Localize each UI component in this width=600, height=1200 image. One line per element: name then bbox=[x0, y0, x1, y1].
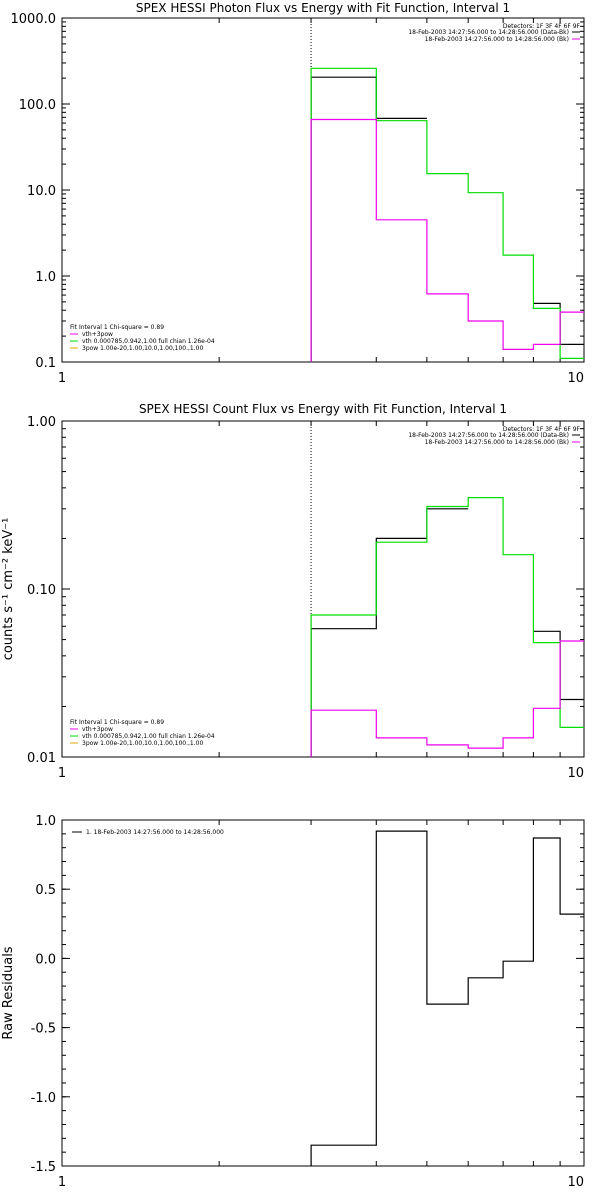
fit-legend-header: Fit Interval 1 Chi-square = 0.89 bbox=[70, 719, 164, 726]
x-tick-label: 1 bbox=[58, 371, 66, 386]
y-tick-label: 1.0 bbox=[35, 814, 56, 829]
x-tick-label: 1 bbox=[58, 766, 66, 781]
legend-header: Detectors: 1F 3F 4F 6F 9F bbox=[503, 23, 581, 30]
y-tick-label: 0.5 bbox=[35, 883, 56, 898]
residuals-chart: -1.5 -1.0 -0.5 0.0 0.5 1.0 1 10 Raw Residuals 1. … bbox=[1, 814, 585, 1190]
fit-legend-item: vth 0.000785,0.942,1.00 full chian 1.26e… bbox=[82, 733, 215, 740]
x-tick-label: 1 bbox=[58, 1175, 66, 1190]
y-axis-label: Raw Residuals bbox=[1, 946, 16, 1039]
y-tick-label: 1.00 bbox=[27, 415, 56, 430]
plot-frame bbox=[61, 17, 585, 363]
series-line-0 bbox=[310, 830, 584, 1166]
x-tick-label: 10 bbox=[567, 1175, 584, 1190]
count-flux-chart: SPEX HESSI Count Flux vs Energy with Fit… bbox=[1, 402, 585, 781]
y-tick-label: 0.10 bbox=[27, 583, 56, 598]
y-tick-label: 10.0 bbox=[27, 184, 56, 199]
y-tick-label: 1000.0 bbox=[11, 12, 57, 27]
y-tick-label: 0.0 bbox=[35, 952, 56, 967]
photon-flux-chart: SPEX HESSI Photon Flux vs Energy with Fi… bbox=[11, 1, 585, 386]
legend-item: 18-Feb-2003 14:27:56.000 to 14:28:56.000… bbox=[425, 439, 569, 446]
fit-legend-header: Fit Interval 1 Chi-square = 0.89 bbox=[70, 324, 164, 331]
series-line-1 bbox=[310, 497, 584, 757]
fit-legend-item: vth+3pow bbox=[82, 726, 113, 733]
fit-legend-item: 3pow 1.00e-20,1.00,10.0,1.00,100.,1.00 bbox=[82, 740, 203, 747]
fit-legend-item: vth+3pow bbox=[82, 331, 113, 338]
y-tick-label: -1.0 bbox=[31, 1091, 56, 1106]
plot-frame bbox=[61, 819, 585, 1167]
chart-title: SPEX HESSI Photon Flux vs Energy with Fi… bbox=[136, 1, 510, 15]
y-tick-label: 0.01 bbox=[27, 751, 56, 766]
y-tick-label: -1.5 bbox=[31, 1160, 56, 1175]
legend-item: 18-Feb-2003 14:27:56.000 to 14:28:56.000… bbox=[408, 29, 569, 36]
plot-frame bbox=[61, 420, 585, 758]
legend-item: 18-Feb-2003 14:27:56.000 to 14:28:56.000… bbox=[408, 432, 569, 439]
y-tick-label: 1.0 bbox=[35, 270, 56, 285]
legend-header: Detectors: 1F 3F 4F 6F 9F bbox=[503, 426, 581, 433]
y-tick-label: 100.0 bbox=[19, 98, 56, 113]
y-axis-label: counts s⁻¹ cm⁻² keV⁻¹ bbox=[1, 518, 16, 661]
series-line-0 bbox=[310, 508, 584, 757]
x-tick-label: 10 bbox=[567, 371, 584, 386]
x-tick-label: 10 bbox=[567, 766, 584, 781]
legend-item: 18-Feb-2003 14:27:56.000 to 14:28:56.000… bbox=[425, 36, 569, 43]
y-tick-label: -0.5 bbox=[31, 1022, 56, 1037]
y-tick-label: 0.1 bbox=[35, 356, 56, 371]
legend-item: 1. 18-Feb-2003 14:27:56.000 to 14:28:56.… bbox=[86, 829, 224, 836]
series-line-1 bbox=[310, 67, 584, 362]
chart-title: SPEX HESSI Count Flux vs Energy with Fit… bbox=[139, 402, 507, 416]
fit-legend-item: vth 0.000785,0.942,1.00 full chian 1.26e… bbox=[82, 338, 215, 345]
series-line-2 bbox=[310, 118, 584, 362]
series-line-2 bbox=[310, 640, 584, 757]
fit-legend-item: 3pow 1.00e-20,1.00,10.0,1.00,100.,1.00 bbox=[82, 345, 203, 352]
